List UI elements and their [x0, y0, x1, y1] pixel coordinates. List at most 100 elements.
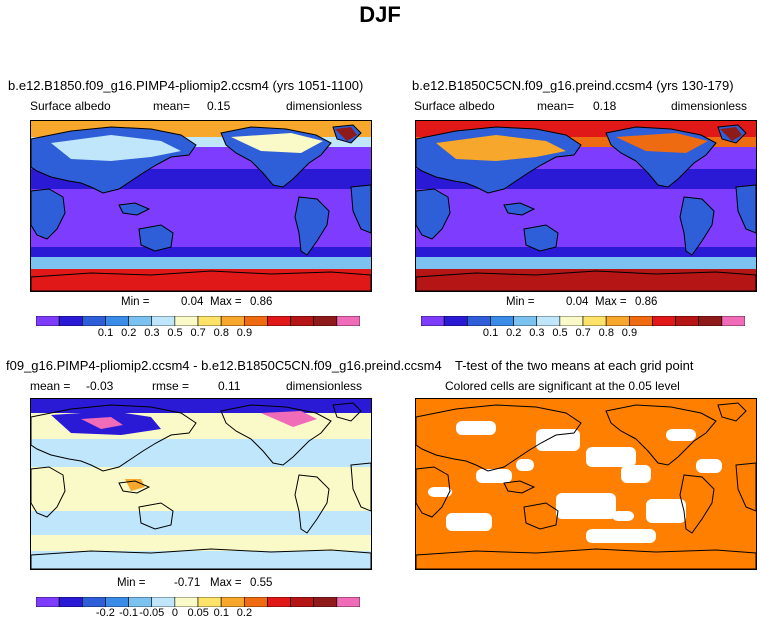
- land-australia: [524, 225, 558, 251]
- colorbar-swatch: [220, 316, 245, 326]
- colorbar-tick-label: 0: [171, 607, 178, 619]
- diff-arctic: [31, 399, 371, 413]
- insignificant-region-10: [696, 459, 722, 473]
- coast-antarctica: [416, 548, 756, 569]
- colorbar-swatch: [81, 316, 106, 326]
- colorbar-tick-label: 0.2: [506, 327, 522, 339]
- panel2-mean-value: 0.18: [593, 99, 617, 113]
- panel3-min-value: -0.71: [174, 577, 201, 589]
- panel1-min-label: Min =: [121, 296, 150, 308]
- land-australia: [139, 225, 173, 251]
- snow-eurasia: [51, 135, 181, 161]
- panel2-min-value: 0.04: [566, 296, 589, 308]
- colorbar-swatch: [559, 316, 584, 326]
- insignificant-region-11: [428, 487, 452, 497]
- diff-north-america-positive: [261, 411, 317, 427]
- panel1-variable: Surface albedo: [30, 99, 111, 113]
- subarctic-albedo: [31, 137, 371, 147]
- panel2-max-value: 0.86: [635, 296, 658, 308]
- sea-ice-south: [31, 257, 371, 269]
- colorbar-tick-label: 0.05: [187, 607, 209, 619]
- coast-maritime-asia: [503, 480, 536, 494]
- coast-asia-europe: [416, 126, 582, 194]
- coast-north-america: [220, 404, 332, 466]
- colorbar-tick-label: 0.7: [575, 327, 591, 339]
- panel4-map: [415, 398, 757, 570]
- colorbar-swatch: [105, 316, 129, 326]
- colorbar-swatch: [36, 316, 60, 326]
- coast-antarctica: [416, 270, 756, 291]
- insignificant-region-7: [446, 513, 492, 531]
- coast-africa-east: [350, 462, 371, 512]
- coast-australia: [138, 502, 174, 530]
- insignificant-region-6: [646, 499, 686, 523]
- panel1-max-value: 0.86: [250, 296, 273, 308]
- coast-south-america: [294, 474, 330, 534]
- colorbar-swatch: [513, 316, 538, 326]
- colorbar-swatch: [58, 316, 83, 326]
- colorbar-swatch: [243, 316, 268, 326]
- snow-north-america: [616, 133, 708, 153]
- coast-africa: [31, 188, 66, 240]
- colorbar-swatch: [698, 316, 723, 326]
- insignificant-region-1: [536, 429, 580, 451]
- coast-north-america: [605, 404, 717, 466]
- panel1-colorbar-ticks: 0.1 0.2 0.3 0.5 0.7 0.8 0.9: [36, 327, 360, 341]
- colorbar-tick-label: 0.9: [621, 327, 638, 339]
- colorbar-swatch: [174, 597, 199, 607]
- coast-africa-east: [735, 462, 756, 512]
- coast-north-america: [605, 126, 717, 188]
- colorbar-swatch: [582, 316, 607, 326]
- colorbar-tick-label: 0.1: [482, 327, 499, 339]
- coast-africa: [416, 466, 451, 518]
- panel3-units: dimensionless: [286, 379, 363, 393]
- panel3-rmse-value: 0.11: [218, 379, 241, 393]
- colorbar-swatch: [336, 316, 360, 326]
- colorbar-tick-label: 0.2: [236, 607, 253, 619]
- coast-asia-europe: [31, 404, 197, 472]
- coast-south-america: [679, 196, 715, 256]
- colorbar-swatch: [36, 597, 60, 607]
- page-title: DJF: [359, 2, 401, 27]
- diff-band-north: [31, 439, 371, 467]
- subarctic-albedo: [416, 137, 756, 147]
- colorbar-tick-label: 0.3: [144, 327, 160, 339]
- land-south-america: [295, 197, 329, 255]
- colorbar-swatch: [128, 316, 153, 326]
- coast-greenland: [332, 124, 362, 144]
- antarctic-albedo: [31, 269, 371, 291]
- colorbar-swatch: [105, 597, 129, 607]
- antarctic-albedo: [416, 269, 756, 291]
- coast-south-america: [294, 196, 330, 256]
- colorbar-tick-label: 0.8: [598, 327, 614, 339]
- colorbar-swatch: [174, 316, 199, 326]
- colorbar-swatch: [220, 597, 245, 607]
- colorbar-swatch: [197, 316, 222, 326]
- panel3-colorbar: [36, 597, 360, 607]
- colorbar-swatch: [151, 316, 176, 326]
- ocean-band-south: [416, 247, 756, 257]
- colorbar-swatch: [243, 597, 268, 607]
- panel2-units: dimensionless: [671, 99, 748, 113]
- panel1-colorbar: [36, 316, 360, 326]
- coast-africa-east: [350, 184, 371, 234]
- panel2-variable: Surface albedo: [414, 99, 495, 113]
- land-africa-east: [351, 185, 371, 233]
- colorbar-swatch: [536, 316, 561, 326]
- panel1-max-label: Max =: [210, 296, 242, 308]
- colorbar-tick-label: -0.05: [139, 607, 165, 619]
- panel3-max-label: Max =: [210, 577, 242, 589]
- colorbar-tick-label: 0.7: [190, 327, 206, 339]
- panel3-title: f09_g16.PIMP4-pliomip2.ccsm4 - b.e12.B18…: [6, 358, 442, 373]
- insignificant-region-9: [516, 459, 534, 471]
- coast-greenland: [717, 402, 747, 422]
- colorbar-swatch: [128, 597, 153, 607]
- colorbar-swatch: [267, 316, 291, 326]
- land-africa: [416, 189, 450, 239]
- panel4-subtitle: Colored cells are significant at the 0.0…: [445, 379, 680, 393]
- colorbar-tick-label: 0.5: [167, 327, 183, 339]
- panel2-min-label: Min =: [506, 296, 535, 308]
- coast-africa: [31, 466, 66, 518]
- colorbar-swatch: [421, 316, 445, 326]
- coast-north-america: [220, 126, 332, 188]
